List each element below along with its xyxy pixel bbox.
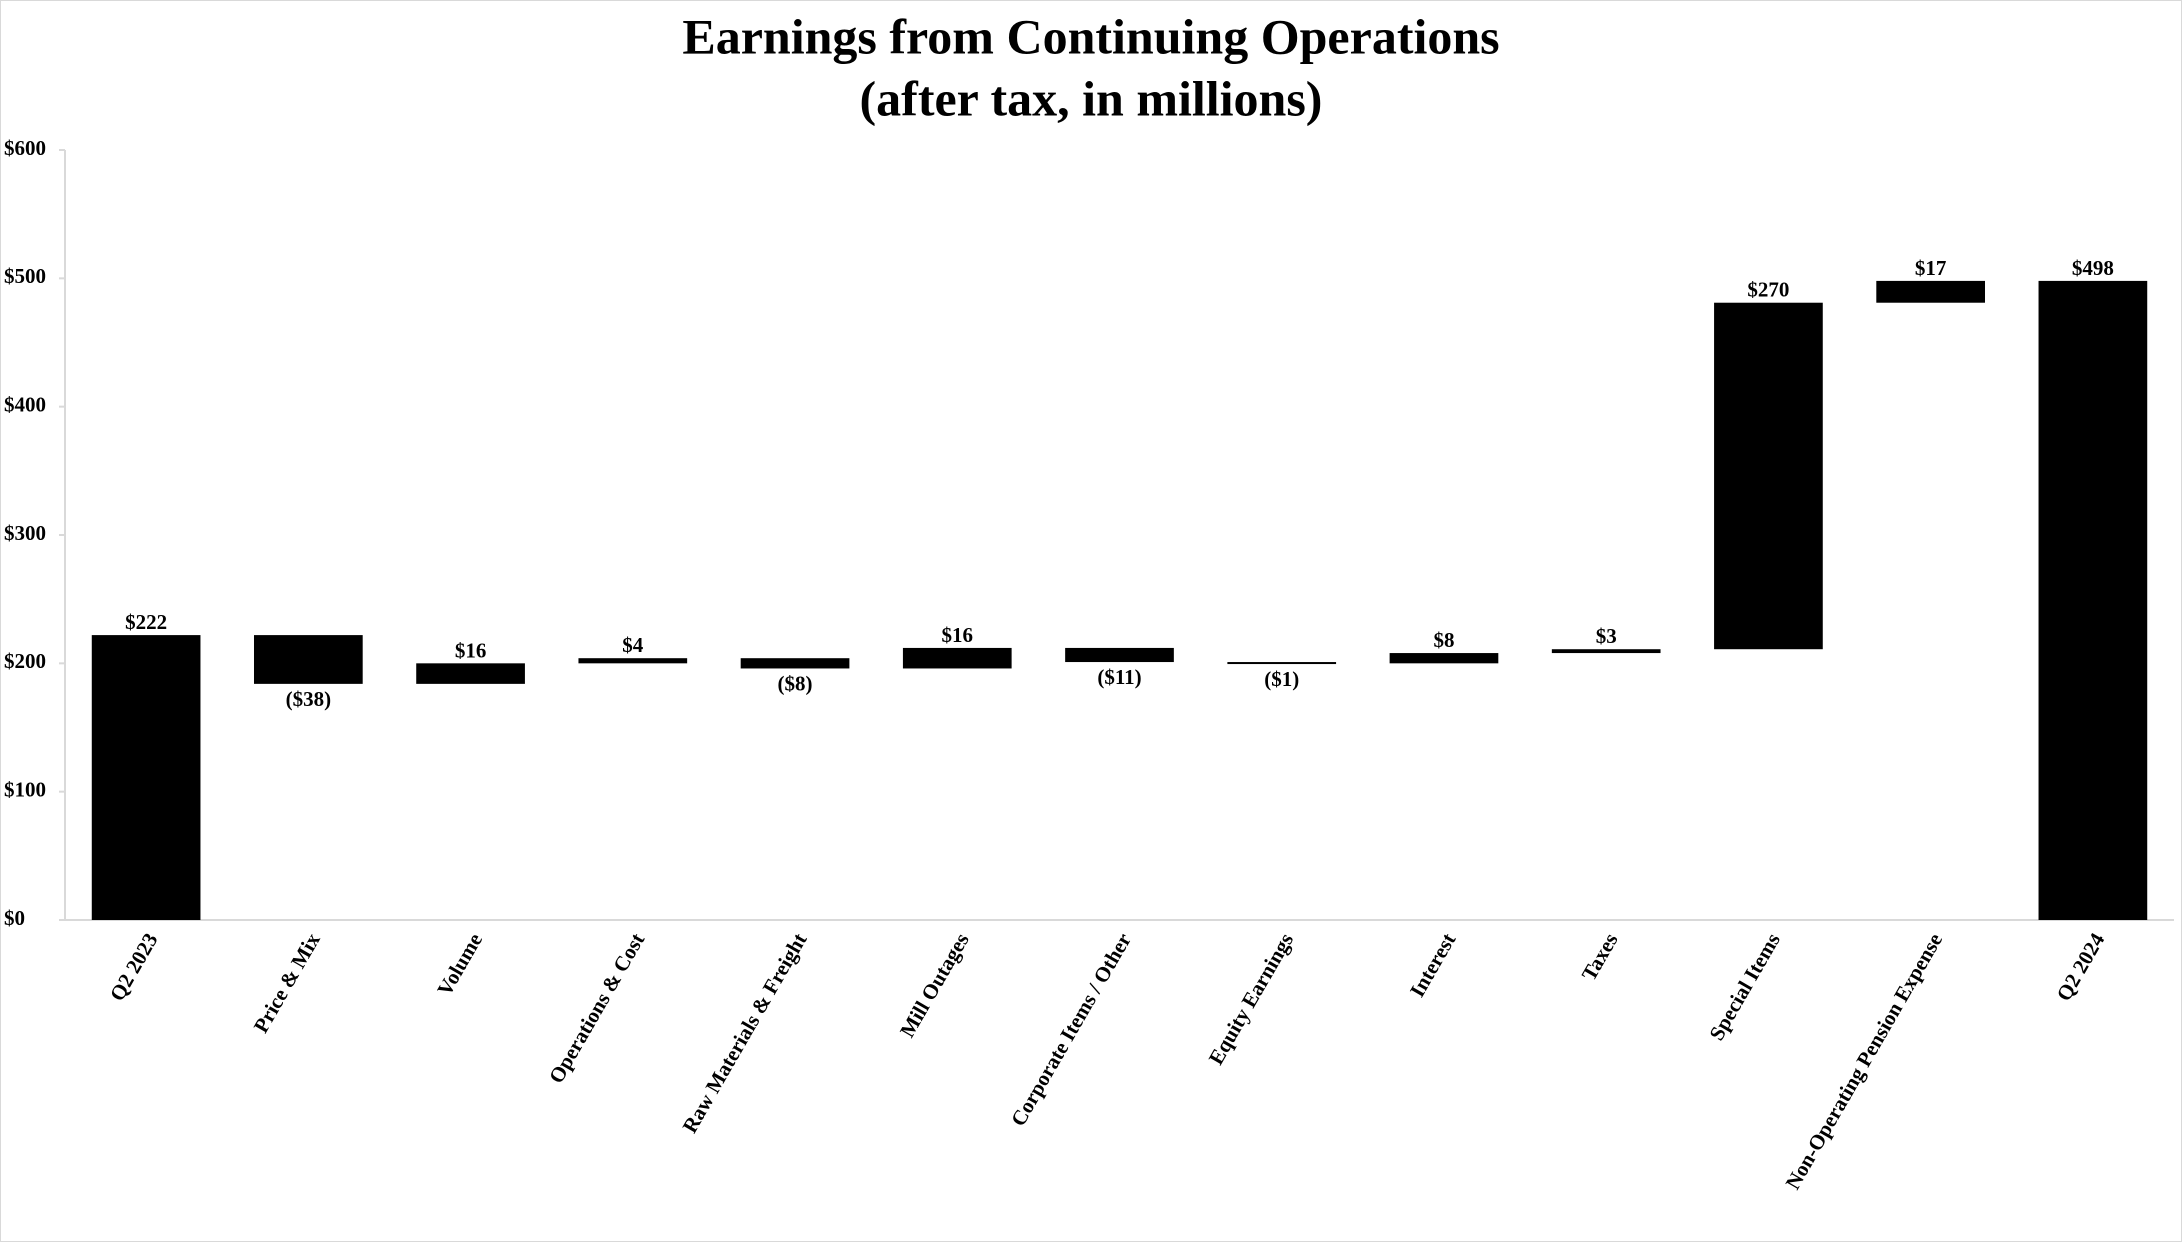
value-label: $16: [455, 638, 487, 662]
bar: [91, 635, 201, 920]
value-label: $4: [622, 633, 644, 657]
y-tick-label: $100: [4, 777, 46, 801]
y-tick-label: $300: [4, 521, 46, 545]
bar: [740, 658, 850, 669]
y-tick-label: $500: [4, 264, 46, 288]
bar: [1551, 649, 1661, 654]
value-label: ($11): [1097, 665, 1141, 689]
bar: [1065, 647, 1174, 663]
value-label: $8: [1433, 628, 1454, 652]
bar: [1714, 302, 1823, 650]
value-label: ($8): [778, 671, 813, 695]
y-tick-label: $200: [4, 649, 46, 673]
value-label: $222: [125, 610, 167, 634]
value-label: $270: [1747, 278, 1789, 302]
bar: [1876, 280, 1986, 303]
bar: [416, 663, 525, 684]
bar: [1389, 653, 1499, 664]
y-tick-label: $0: [4, 906, 25, 930]
value-label: ($1): [1264, 667, 1299, 691]
chart-subtitle: (after tax, in millions): [860, 70, 1323, 126]
y-tick-label: $600: [4, 136, 46, 160]
bar: [253, 635, 363, 684]
value-label: $3: [1596, 624, 1617, 648]
chart-title: Earnings from Continuing Operations: [682, 8, 1499, 64]
value-label: $17: [1915, 256, 1947, 280]
value-label: ($38): [286, 687, 332, 711]
bar: [902, 647, 1012, 669]
bar: [578, 658, 688, 664]
y-tick-label: $400: [4, 392, 46, 416]
bar: [1227, 662, 1337, 665]
value-label: $498: [2072, 256, 2114, 280]
bar: [2038, 280, 2148, 920]
value-label: $16: [942, 623, 974, 647]
